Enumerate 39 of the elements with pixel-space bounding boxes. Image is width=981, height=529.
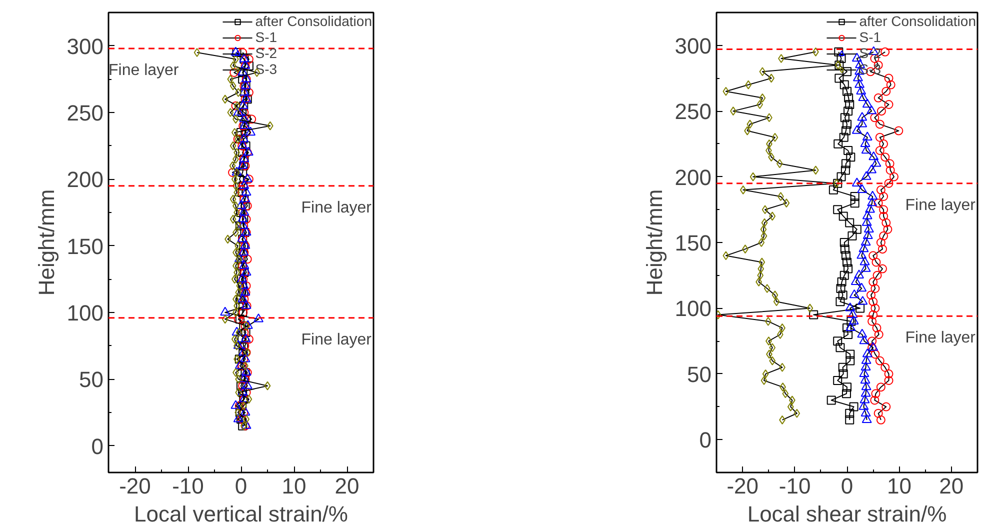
annotation: Fine layer [108,62,180,79]
x-tick-label: 10 [282,474,306,498]
y-axis-title: Height/mm [34,189,59,296]
legend-label: after Consolidation [255,13,372,29]
annotation: Fine layer [905,196,976,214]
x-tick-label: 10 [886,474,912,498]
x-tick-label: -20 [119,474,151,498]
annotation: Fine layer [301,199,372,216]
y-axis-title: Height/mm [642,189,667,296]
legend-label: after Consolidation [859,13,976,29]
x-tick-label: 20 [334,474,360,498]
x-tick-label: -10 [172,474,204,498]
legend-label: S-1 [859,29,882,45]
y-tick-label: 250 [674,99,712,124]
y-tick-label: 100 [66,300,104,326]
y-tick-label: 0 [91,434,104,459]
x-tick-label: 0 [234,474,248,498]
y-tick-label: 150 [674,230,712,256]
y-tick-label: 150 [66,234,104,259]
annotation: Fine layer [905,330,976,347]
y-tick-label: 300 [674,33,712,58]
y-tick-label: 0 [699,428,712,453]
x-tick-label: 20 [939,474,964,498]
y-tick-label: 200 [66,167,104,192]
legend-label: S-1 [255,29,278,45]
legend-label: S-2 [255,45,278,61]
x-tick-label: -10 [778,474,811,498]
annotation: Fine layer [301,331,372,348]
legend-label: S-3 [255,61,278,77]
x-tick-label: 0 [840,474,854,498]
y-tick-label: 250 [66,100,104,126]
x-axis-title: Local vertical strain/% [134,502,348,526]
y-tick-label: 200 [674,164,712,190]
x-tick-label: -20 [726,474,758,498]
y-tick-label: 100 [674,296,712,322]
y-tick-label: 50 [79,367,104,392]
y-tick-label: 50 [687,362,712,387]
y-tick-label: 300 [66,34,104,59]
x-axis-title: Local shear strain/% [747,502,947,526]
